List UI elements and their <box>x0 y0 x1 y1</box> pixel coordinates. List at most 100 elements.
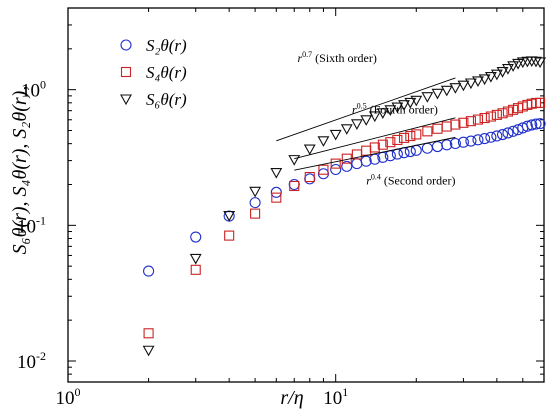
s2-point <box>479 133 491 145</box>
s6-point <box>384 105 397 116</box>
s6-point <box>376 108 389 119</box>
s2-point <box>369 153 381 165</box>
legend-label: S₆θ(r) <box>146 90 187 109</box>
s2-point <box>391 148 403 160</box>
s2-point <box>270 186 282 198</box>
s2-point <box>143 265 155 277</box>
s6-point <box>303 144 316 156</box>
s6-point <box>530 56 542 68</box>
s4-point <box>250 208 261 219</box>
s6-point <box>189 253 202 265</box>
s2-point <box>384 150 396 162</box>
s2-point <box>526 119 538 131</box>
s2-point <box>534 118 546 130</box>
s6-point <box>431 88 444 100</box>
s6-point <box>398 100 410 111</box>
s6-point <box>507 61 520 72</box>
s6-point <box>478 74 491 86</box>
s6-point <box>391 102 404 114</box>
s6-point <box>249 186 262 198</box>
reference-label: r0.7 (Sixth order) <box>298 50 377 65</box>
s6-point <box>223 211 236 222</box>
s4-point <box>405 131 416 142</box>
s6-point <box>317 136 330 147</box>
x-axis-label: r/η <box>280 387 303 409</box>
s4-point <box>411 129 422 140</box>
plot-frame <box>67 7 545 383</box>
s2-point <box>491 130 503 142</box>
s4-point <box>330 158 341 169</box>
s4-point <box>304 171 315 183</box>
y-axis-label: S₆θ(r), S₄θ(r), S₂θ(r), <box>9 86 31 255</box>
s2-point <box>330 163 342 176</box>
s4-point <box>441 121 452 132</box>
s2-point <box>496 128 509 141</box>
s4-point <box>385 137 396 148</box>
s6-point <box>404 97 417 109</box>
s6-point <box>421 92 434 103</box>
x-tick-label: 101 <box>323 385 348 409</box>
legend: S₂θ(r) S₄θ(r) S₆θ(r) <box>120 36 187 109</box>
s2-point <box>521 120 533 132</box>
s6-point <box>270 167 283 179</box>
s4-point <box>472 114 484 125</box>
reference-line <box>294 136 456 171</box>
s2-point <box>502 127 514 139</box>
s6-point <box>340 124 353 135</box>
s6-point <box>350 119 363 130</box>
s4-point <box>190 264 201 275</box>
s4-point <box>369 142 380 153</box>
legend-marker <box>120 66 132 78</box>
s4-point <box>361 145 372 156</box>
s2-point <box>341 160 353 172</box>
s4-point <box>497 108 508 119</box>
s6-point <box>484 71 497 83</box>
s2-point <box>351 158 363 170</box>
y-tick-label: 10-2 <box>17 349 46 373</box>
s2-point <box>421 142 433 154</box>
s6-point <box>288 155 301 166</box>
s6-point <box>502 64 514 75</box>
s2-point <box>507 125 519 137</box>
s4-point <box>392 134 403 145</box>
s2-point <box>190 231 202 243</box>
series-layer <box>142 56 546 357</box>
s4-point <box>502 106 513 117</box>
s4-point <box>398 132 410 143</box>
s4-point <box>377 139 388 150</box>
s2-point <box>304 173 316 185</box>
s4-point <box>485 111 496 122</box>
s4-point <box>422 126 433 137</box>
s6-point <box>142 345 155 357</box>
s2-point <box>441 139 453 151</box>
s6-point <box>472 76 484 88</box>
s4-point <box>271 192 282 203</box>
s6-point <box>457 80 470 92</box>
s6-point <box>410 95 423 107</box>
s6-point <box>360 115 373 126</box>
reference-label: r0.5 (Fourth order) <box>352 101 438 116</box>
reference-lines: r0.7 (Sixth order) r0.5 (Fourth order) r0.… <box>276 50 456 187</box>
s4-point <box>491 109 502 120</box>
s2-point <box>449 137 461 150</box>
legend-marker <box>120 39 132 51</box>
s2-point <box>530 118 542 130</box>
s4-point <box>224 230 235 241</box>
series-2 <box>143 97 546 339</box>
s6-point <box>496 67 509 78</box>
s2-point <box>472 134 484 146</box>
s4-point <box>143 328 154 339</box>
x-tick-label: 100 <box>56 385 81 409</box>
s6-point <box>449 83 462 94</box>
s2-point <box>465 135 477 147</box>
series-1 <box>143 118 546 277</box>
reference-line <box>276 77 456 142</box>
s6-point <box>440 85 453 97</box>
s2-point <box>457 136 469 148</box>
s4-point <box>465 116 476 127</box>
s6-point <box>329 129 342 141</box>
s6-point <box>368 111 381 123</box>
reference-line <box>294 117 456 160</box>
